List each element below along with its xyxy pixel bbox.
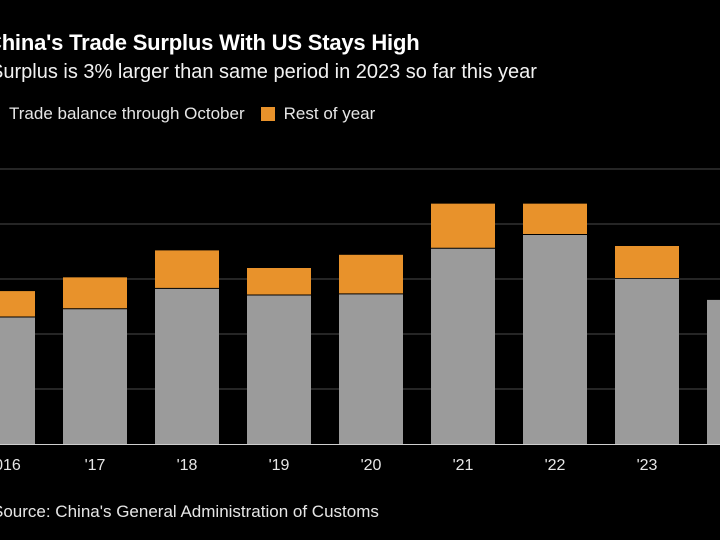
- bar-through-october-3: [247, 295, 311, 444]
- bar-through-october-6: [523, 235, 587, 444]
- bar-rest-of-year-5: [431, 203, 495, 248]
- bar-through-october-5: [431, 248, 495, 444]
- bar-rest-of-year-7: [615, 246, 679, 278]
- x-tick-label: '20: [361, 457, 382, 474]
- bar-rest-of-year-0: [0, 291, 35, 317]
- bar-rest-of-year-4: [339, 254, 403, 294]
- bar-rest-of-year-1: [63, 277, 127, 309]
- legend: Trade balance through October Rest of ye…: [0, 104, 391, 124]
- bar-rest-of-year-6: [523, 203, 587, 234]
- bar-through-october-0: [0, 317, 35, 444]
- chart-title: China's Trade Surplus With US Stays High: [0, 30, 420, 55]
- bar-through-october-4: [339, 294, 403, 444]
- x-tick-label: '21: [453, 457, 474, 474]
- x-tick-label: 2016: [0, 457, 21, 474]
- legend-swatch-rest: [260, 107, 275, 121]
- bar-through-october-2: [155, 288, 219, 444]
- legend-label-base: Trade balance through October: [9, 104, 245, 123]
- legend-label-rest: Rest of year: [283, 104, 376, 123]
- legend-item-base: Trade balance through October: [0, 104, 245, 124]
- chart-subtitle: Surplus is 3% larger than same period in…: [0, 61, 537, 83]
- x-tick-label: '17: [85, 457, 106, 474]
- legend-item-rest: Rest of year: [260, 104, 376, 124]
- bar-through-october-7: [615, 279, 679, 444]
- x-tick-label: '23: [637, 457, 658, 474]
- bar-rest-of-year-2: [155, 250, 219, 288]
- bar-through-october-8: [707, 299, 720, 444]
- bar-rest-of-year-3: [247, 268, 311, 295]
- x-tick-label: '18: [177, 457, 198, 474]
- source-note: Source: China's General Administration o…: [0, 502, 379, 521]
- bar-through-october-1: [63, 309, 127, 444]
- x-tick-label: '22: [545, 457, 566, 474]
- x-tick-label: '19: [269, 457, 290, 474]
